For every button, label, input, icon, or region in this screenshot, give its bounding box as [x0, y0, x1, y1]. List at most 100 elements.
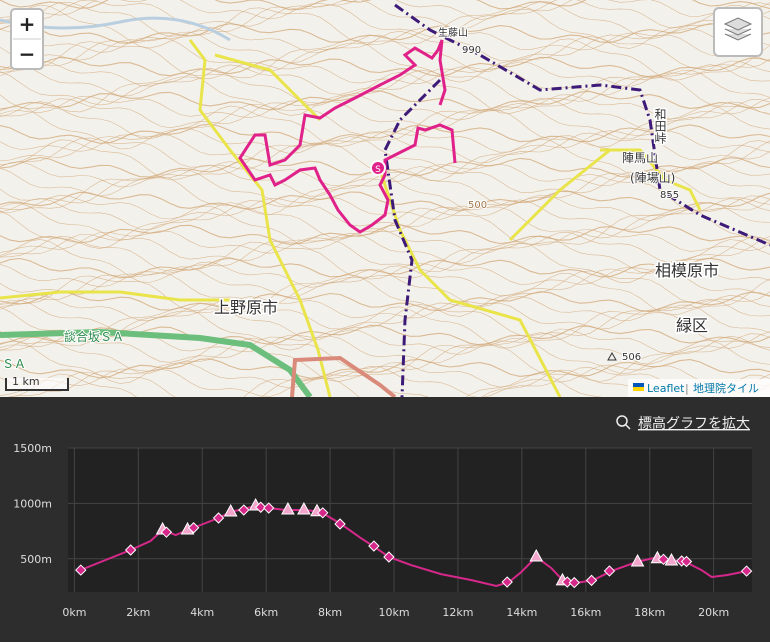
- attribution-separator: |: [685, 382, 689, 395]
- road: [0, 290, 230, 302]
- contour-line: [0, 232, 770, 265]
- waypoint-diamond: [568, 576, 580, 589]
- contour-line: [0, 269, 770, 308]
- contour-line: [0, 190, 770, 212]
- contour-line: [0, 205, 770, 250]
- layers-icon: [723, 17, 753, 41]
- contour-line: [0, 235, 770, 274]
- elevation-chart: 0km 2km 4km 6km 8km 10km 12km 14km 16km 18km 20km 5…: [13, 442, 753, 619]
- contour-line: [0, 265, 770, 298]
- waypoint-diamond: [740, 565, 753, 577]
- start-marker: [370, 160, 386, 176]
- waypoint-diamond: [603, 565, 616, 577]
- elevation-label: 990: [462, 45, 481, 56]
- contour-line: [0, 261, 770, 288]
- contour-line: [0, 30, 770, 64]
- contour-line: [0, 238, 770, 283]
- contour-line: [0, 1, 770, 40]
- x-tick-label: 14km: [506, 606, 537, 619]
- road: [508, 148, 611, 242]
- contour-line: [0, 135, 770, 174]
- waypoint-diamond: [263, 502, 275, 514]
- flag: [633, 383, 644, 387]
- waypoint-diamond: [368, 540, 380, 552]
- contour-line: [0, 335, 770, 374]
- elevation-label: 855: [660, 190, 679, 201]
- waypoint-triangle: [281, 501, 295, 515]
- place-label: 和田峠: [653, 108, 667, 144]
- contour-line: [0, 4, 770, 49]
- expand-link[interactable]: 標高グラフを拡大: [638, 415, 750, 432]
- contour-line: [0, 71, 770, 116]
- contour-line: [0, 302, 770, 341]
- waypoint-triangle: [630, 553, 645, 567]
- zoom-icon: [616, 415, 628, 427]
- contour-line: [0, 228, 770, 255]
- x-tick-label: 20km: [698, 606, 729, 619]
- x-tick-label: 10km: [378, 606, 409, 619]
- waypoint-triangle: [223, 503, 238, 517]
- y-tick-label: 500m: [20, 553, 52, 566]
- attribution-link[interactable]: 地理院タイル: [693, 381, 759, 395]
- x-tick-label: 6km: [254, 606, 278, 619]
- plot-area: [68, 448, 752, 592]
- contour-line: [0, 198, 770, 231]
- road: [188, 39, 332, 398]
- contour-line: [0, 332, 770, 365]
- map[interactable]: S 生藤山 990 和田峠 陣馬山 (陣場山) 855 相模原市 緑区 上野原市…: [0, 0, 770, 418]
- x-tick-label: 12km: [442, 606, 473, 619]
- y-tick-label: 1000m: [13, 497, 52, 510]
- waypoint-diamond: [187, 522, 200, 534]
- road: [214, 53, 322, 122]
- contour-line: [0, 105, 770, 150]
- contour-line: [0, 291, 770, 312]
- zoom-in[interactable]: +: [19, 12, 36, 36]
- x-tick-label: 0km: [62, 606, 86, 619]
- road: [600, 148, 702, 211]
- attribution: [628, 379, 770, 397]
- waypoint-diamond: [317, 507, 329, 519]
- contour-line: [0, 131, 770, 164]
- contour-line: [0, 56, 770, 78]
- x-tick-label: 18km: [634, 606, 665, 619]
- contour-line: [0, 38, 770, 83]
- place-label: 相模原市: [655, 261, 719, 280]
- road: [378, 169, 562, 398]
- contour-line: [0, 0, 770, 30]
- contour-line: [0, 362, 770, 389]
- contour-line: [0, 365, 770, 399]
- waypoint-diamond: [212, 512, 225, 524]
- waypoint-diamond: [160, 526, 173, 538]
- waypoint-diamond: [255, 501, 267, 513]
- waypoint-diamond: [334, 518, 346, 530]
- contour-line: [0, 298, 770, 332]
- place-label: (陣場山): [630, 171, 675, 185]
- waypoint-triangle: [297, 501, 311, 515]
- waypoint-diamond: [238, 504, 250, 516]
- waypoint-diamond: [501, 576, 513, 588]
- waypoint-diamond: [383, 551, 395, 563]
- contour-line: [0, 34, 770, 73]
- zoom-out[interactable]: −: [19, 42, 36, 66]
- flag: [633, 387, 644, 391]
- waypoint-diamond: [75, 564, 87, 576]
- scale-label: 1 km: [12, 375, 40, 388]
- waypoint-triangle: [664, 552, 679, 566]
- contour-line: [0, 26, 770, 53]
- zoom-icon: [625, 424, 631, 430]
- y-tick-label: 1500m: [13, 442, 52, 455]
- place-label: 談合坂ＳＡ: [64, 329, 124, 344]
- x-tick-label: 8km: [318, 606, 342, 619]
- attribution-link[interactable]: Leaflet: [647, 382, 685, 395]
- x-tick-label: 16km: [570, 606, 601, 619]
- boundary: [394, 3, 770, 247]
- waypoint-diamond: [561, 576, 573, 588]
- contour-line: [0, 60, 770, 87]
- waypoint-diamond: [657, 553, 670, 566]
- contour-line: [0, 97, 770, 131]
- contour-line: [0, 339, 770, 384]
- place-label: 生藤山: [438, 26, 468, 39]
- contour-line: [0, 306, 770, 351]
- contour-line: [0, 101, 770, 140]
- x-tick-label: 4km: [190, 606, 214, 619]
